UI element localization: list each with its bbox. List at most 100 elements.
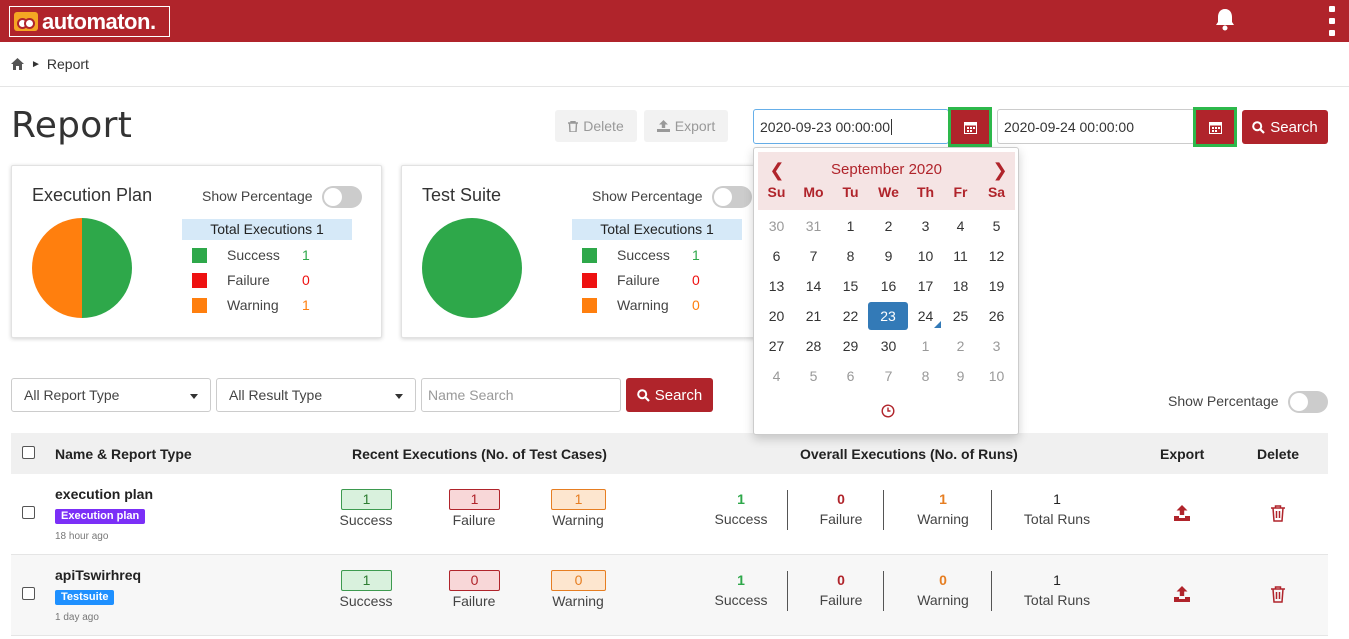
select-all-checkbox[interactable] — [22, 446, 35, 459]
row-name[interactable]: execution plan — [55, 486, 154, 502]
legend-label: Success — [227, 247, 280, 263]
date-search-button[interactable]: Search — [1242, 110, 1328, 144]
table-row: apiTswirhreq Testsuite 1 day ago 1 Succe… — [11, 555, 1328, 636]
calendar-day[interactable]: 25 — [952, 308, 969, 324]
show-percentage-toggle[interactable] — [322, 186, 362, 208]
table-show-percentage-toggle[interactable] — [1288, 391, 1328, 413]
calendar-day[interactable]: 4 — [956, 218, 965, 234]
calendar-day[interactable]: 2 — [884, 218, 893, 234]
to-date-calendar-button[interactable] — [1193, 107, 1237, 147]
app-logo[interactable]: automaton. — [9, 6, 170, 37]
calendar-day[interactable]: 19 — [988, 278, 1005, 294]
overall-failure-label: Failure — [819, 592, 863, 608]
from-date-input[interactable]: 2020-09-23 00:00:00 — [753, 109, 949, 144]
calendar-day[interactable]: 11 — [953, 248, 968, 264]
calendar-day[interactable]: 13 — [768, 278, 785, 294]
export-button[interactable]: Export — [644, 110, 728, 142]
show-percentage-toggle[interactable] — [712, 186, 752, 208]
overall-failure-label: Failure — [819, 511, 863, 527]
from-date-calendar-button[interactable] — [948, 107, 992, 147]
calendar-day[interactable]: 28 — [805, 338, 822, 354]
pie-slice-warning — [32, 218, 82, 318]
search-icon — [636, 388, 650, 402]
recent-warning-count: 1 — [551, 489, 606, 510]
overall-total-label: Total Runs — [1023, 511, 1091, 527]
calendar-day[interactable]: 14 — [805, 278, 822, 294]
row-checkbox[interactable] — [22, 587, 35, 600]
weekday-label: Th — [916, 184, 935, 200]
calendar-day[interactable]: 23 — [868, 302, 908, 330]
to-date-input[interactable]: 2020-09-24 00:00:00 — [997, 109, 1195, 144]
calendar-day[interactable]: 31 — [805, 218, 822, 234]
calendar-day[interactable]: 2 — [956, 338, 965, 354]
export-row-icon[interactable] — [1172, 503, 1192, 523]
calendar-day[interactable]: 3 — [921, 218, 930, 234]
delete-row-icon[interactable] — [1268, 584, 1288, 604]
calendar-day[interactable]: 27 — [768, 338, 785, 354]
report-type-select[interactable]: All Report Type — [11, 378, 211, 412]
calendar-day[interactable]: 20 — [768, 308, 785, 324]
calendar-day[interactable]: 1 — [846, 218, 855, 234]
top-navbar: automaton. — [0, 0, 1349, 42]
recent-success-count: 1 — [341, 570, 392, 591]
overall-success-label: Success — [714, 592, 768, 608]
prev-month-icon[interactable]: ❮ — [769, 160, 785, 180]
calendar-day[interactable]: 17 — [917, 278, 934, 294]
more-menu-icon[interactable] — [1328, 6, 1336, 36]
calendar-day[interactable]: 30 — [768, 218, 785, 234]
calendar-day[interactable]: 9 — [884, 248, 893, 264]
calendar-day[interactable]: 30 — [880, 338, 897, 354]
export-row-icon[interactable] — [1172, 584, 1192, 604]
calendar-day[interactable]: 8 — [846, 248, 855, 264]
calendar-day[interactable]: 3 — [992, 338, 1001, 354]
row-checkbox[interactable] — [22, 506, 35, 519]
recent-success-label: Success — [339, 512, 393, 528]
delete-button[interactable]: Delete — [555, 110, 637, 142]
calendar-day[interactable]: 5 — [992, 218, 1001, 234]
legend-swatch — [582, 297, 597, 313]
row-time: 1 day ago — [55, 612, 99, 623]
calendar-day[interactable]: 12 — [988, 248, 1005, 264]
delete-row-icon[interactable] — [1268, 503, 1288, 523]
notification-bell-icon[interactable] — [1214, 7, 1236, 31]
calendar-day[interactable]: 9 — [956, 368, 965, 384]
filter-search-button[interactable]: Search — [626, 378, 713, 412]
calendar-day[interactable]: 16 — [880, 278, 897, 294]
divider — [883, 571, 884, 611]
calendar-day[interactable]: 4 — [772, 368, 781, 384]
legend-value: 1 — [302, 247, 310, 263]
calendar-day[interactable]: 7 — [809, 248, 818, 264]
report-type-value: All Report Type — [24, 387, 120, 403]
calendar-month-label[interactable]: September 2020 — [831, 161, 942, 178]
calendar-day[interactable]: 6 — [772, 248, 781, 264]
legend-swatch — [582, 247, 597, 263]
legend-swatch — [192, 272, 207, 288]
row-name[interactable]: apiTswirhreq — [55, 567, 142, 583]
calendar-day[interactable]: 18 — [952, 278, 969, 294]
name-search-input[interactable]: Name Search — [421, 378, 621, 412]
calendar-day[interactable]: 8 — [921, 368, 930, 384]
calendar-day[interactable]: 24 — [907, 302, 944, 330]
upload-icon — [656, 120, 670, 132]
calendar-day[interactable]: 10 — [988, 368, 1005, 384]
show-percentage-label: Show Percentage — [202, 188, 313, 204]
calendar-day[interactable]: 5 — [809, 368, 818, 384]
next-month-icon[interactable]: ❯ — [992, 160, 1008, 180]
weekday-label: Su — [767, 184, 786, 200]
calendar-day[interactable]: 1 — [921, 338, 930, 354]
calendar-day[interactable]: 26 — [988, 308, 1005, 324]
legend-failure: Failure 0 — [582, 271, 700, 289]
calendar-day[interactable]: 7 — [884, 368, 893, 384]
calendar-day[interactable]: 21 — [805, 308, 822, 324]
calendar-day[interactable]: 6 — [846, 368, 855, 384]
result-type-select[interactable]: All Result Type — [216, 378, 416, 412]
calendar-day[interactable]: 10 — [917, 248, 934, 264]
calendar-day[interactable]: 22 — [842, 308, 859, 324]
calendar-day[interactable]: 29 — [842, 338, 859, 354]
legend-value: 0 — [302, 272, 310, 288]
home-icon[interactable] — [11, 58, 24, 70]
legend-value: 1 — [692, 247, 700, 263]
weekday-label: Fr — [953, 184, 968, 200]
clock-icon[interactable] — [881, 404, 895, 418]
calendar-day[interactable]: 15 — [842, 278, 859, 294]
